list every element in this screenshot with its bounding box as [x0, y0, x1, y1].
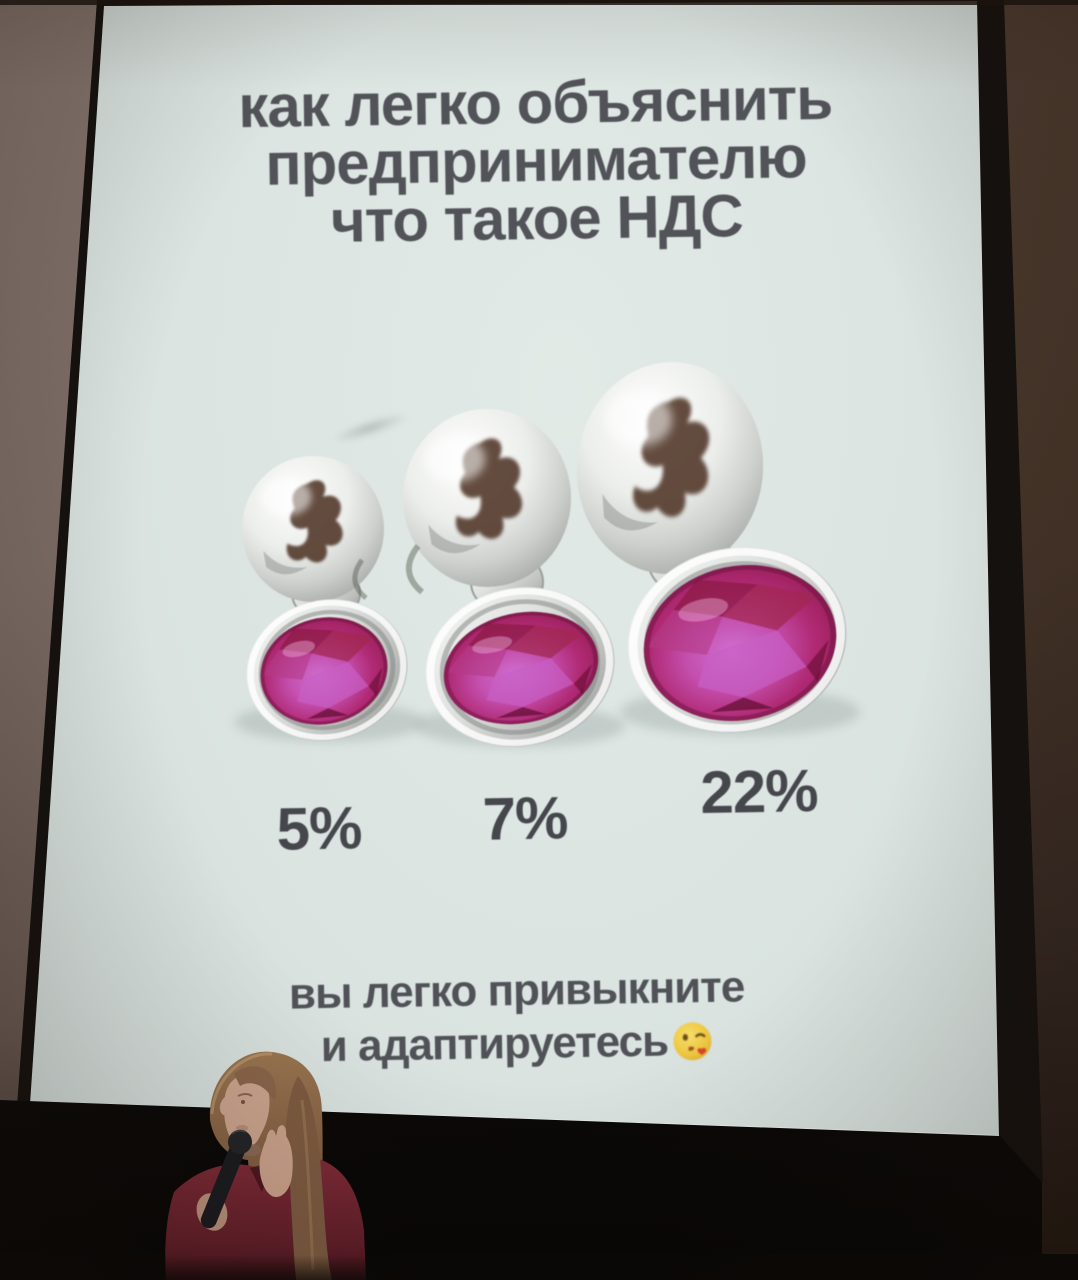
- plug-large: [568, 354, 864, 753]
- speaker-hand: [259, 1125, 293, 1198]
- percent-label-medium: 7%: [482, 784, 568, 853]
- microphone: [200, 1129, 252, 1229]
- speaker-face: [224, 1073, 270, 1149]
- caption-line-2: и адаптируетесь: [92, 1010, 943, 1076]
- plugs-svg: [220, 350, 880, 770]
- speaker: [150, 1040, 510, 1280]
- plugs-illustration: [220, 350, 880, 770]
- slide-caption: вы легко привыкните и адаптируетесь: [91, 957, 943, 1076]
- ceiling-strip: [0, 0, 1078, 5]
- percent-label-large: 22%: [699, 756, 819, 827]
- title-line-3: что такое НДС: [330, 182, 744, 255]
- kissing-face-emoji-icon: [670, 1019, 715, 1064]
- plug-medium: [403, 409, 629, 764]
- slide-title: как легко объяснить предпринимателю что …: [95, 65, 977, 255]
- percent-label-small: 5%: [276, 794, 362, 863]
- plug-small: [231, 456, 422, 758]
